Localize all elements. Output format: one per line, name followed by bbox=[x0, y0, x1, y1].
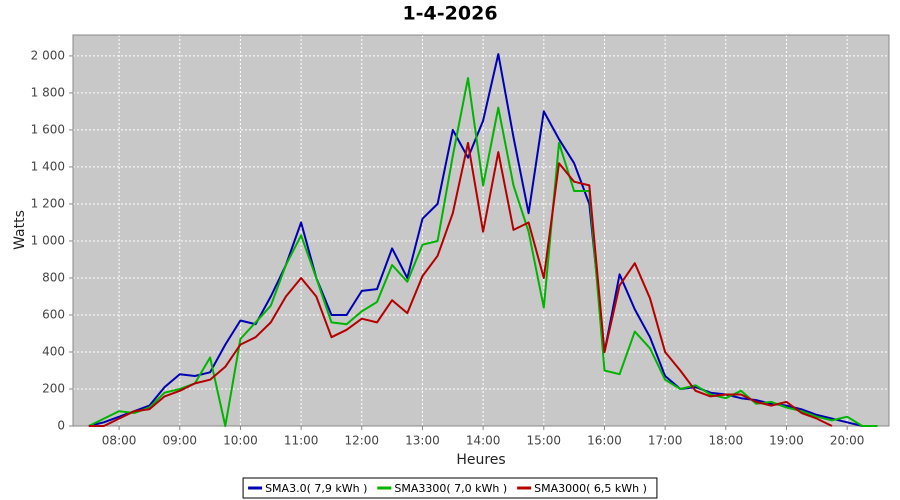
y-tick-label: 800 bbox=[42, 270, 65, 284]
y-tick-label: 1 000 bbox=[31, 233, 65, 247]
legend-label: SMA3300( 7,0 kWh ) bbox=[394, 482, 507, 495]
y-tick-label: 400 bbox=[42, 344, 65, 358]
y-tick-label: 1 800 bbox=[31, 85, 65, 99]
x-tick-label: 15:00 bbox=[526, 434, 561, 448]
y-tick-label: 2 000 bbox=[31, 48, 65, 62]
legend-box bbox=[242, 477, 658, 499]
x-tick-label: 13:00 bbox=[405, 434, 440, 448]
plot-border bbox=[72, 34, 890, 427]
x-tick-label: 14:00 bbox=[466, 434, 501, 448]
x-tick-label: 08:00 bbox=[102, 434, 137, 448]
x-tick-label: 17:00 bbox=[648, 434, 683, 448]
x-tick-label: 16:00 bbox=[587, 434, 622, 448]
y-tick-label: 600 bbox=[42, 307, 65, 321]
series-line bbox=[88, 77, 878, 427]
x-tick-label: 09:00 bbox=[162, 434, 197, 448]
x-axis-title: Heures bbox=[456, 452, 505, 468]
y-tick-label: 1 200 bbox=[31, 196, 65, 210]
x-tick-label: 11:00 bbox=[284, 434, 319, 448]
y-tick-label: 0 bbox=[57, 419, 65, 433]
legend-label: SMA3.0( 7,9 kWh ) bbox=[265, 482, 367, 495]
y-tick-label: 1 400 bbox=[31, 159, 65, 173]
x-tick-label: 10:00 bbox=[223, 434, 258, 448]
legend: SMA3.0( 7,9 kWh ) SMA3300( 7,0 kWh ) SMA30… bbox=[242, 477, 658, 499]
series-line bbox=[88, 141, 833, 427]
x-tick-label: 20:00 bbox=[830, 434, 865, 448]
plot-area bbox=[73, 35, 889, 426]
y-tick-label: 200 bbox=[42, 381, 65, 395]
x-tick-label: 19:00 bbox=[769, 434, 804, 448]
x-tick-label: 12:00 bbox=[344, 434, 379, 448]
y-tick-label: 1 600 bbox=[31, 122, 65, 136]
x-tick-label: 18:00 bbox=[709, 434, 744, 448]
y-axis-title: Watts bbox=[12, 210, 28, 250]
chart-title: 1-4-2026 bbox=[402, 3, 497, 25]
legend-label: SMA3000( 6,5 kWh ) bbox=[534, 482, 647, 495]
series-line bbox=[88, 53, 878, 427]
